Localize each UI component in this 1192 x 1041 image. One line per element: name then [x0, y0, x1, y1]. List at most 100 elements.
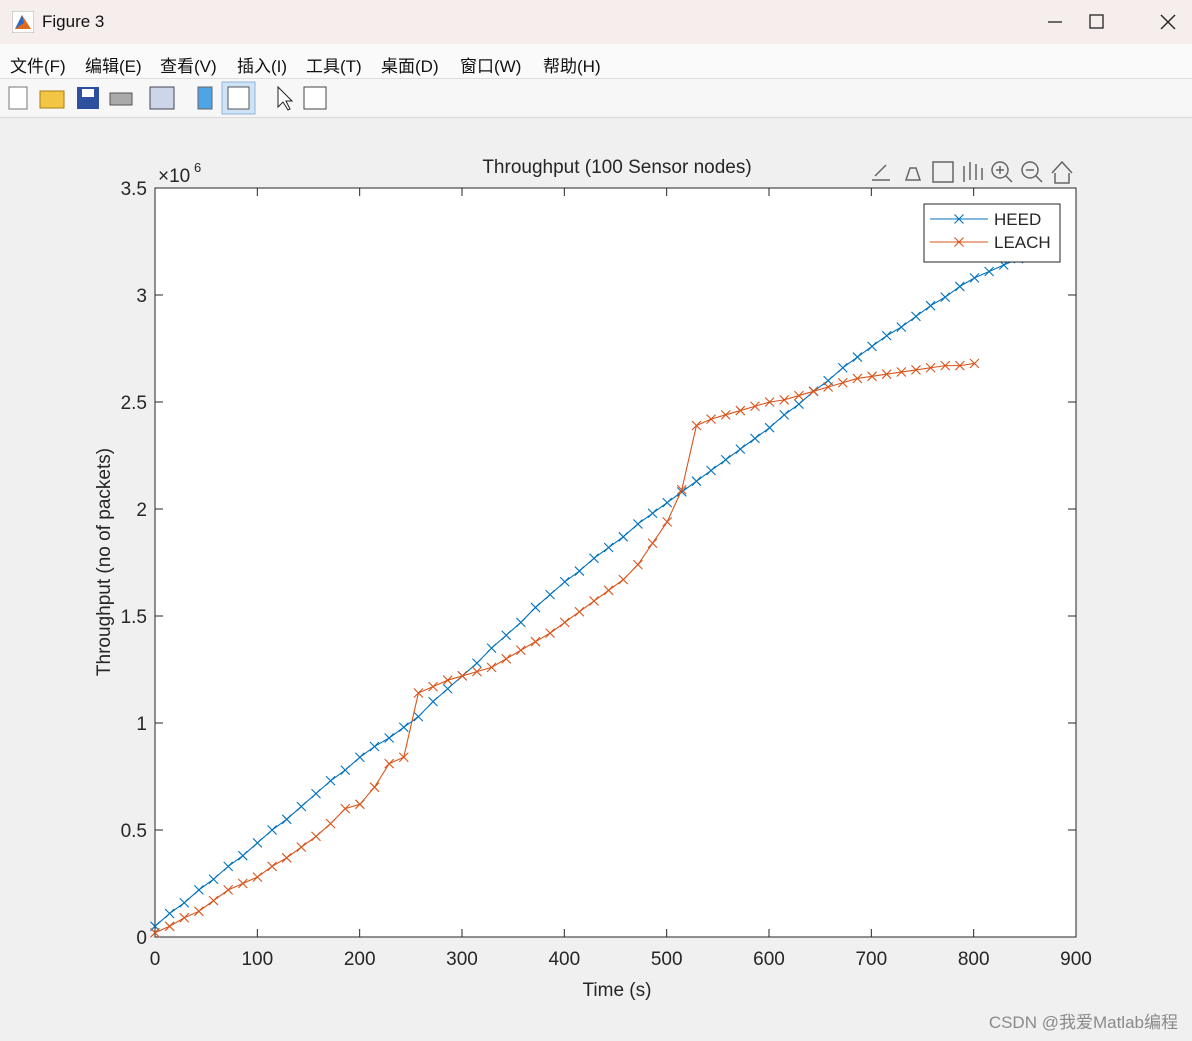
marker [852, 373, 863, 384]
marker [662, 497, 673, 508]
x-tick-label: 800 [958, 949, 990, 970]
y-tick-label: 3 [136, 286, 147, 307]
marker [618, 574, 629, 585]
watermark: CSDN @我爱Matlab编程 [988, 1013, 1178, 1032]
marker [720, 409, 731, 420]
marker [823, 382, 834, 392]
marker [515, 645, 526, 656]
marker [706, 465, 716, 476]
marker [340, 803, 351, 814]
marker [325, 775, 336, 786]
marker [208, 874, 219, 885]
window-controls[interactable] [1012, 0, 1192, 44]
y-tick-label: 0 [136, 928, 147, 949]
menu-item[interactable]: 文件(F) [10, 57, 66, 76]
marker [384, 733, 395, 743]
marker [442, 675, 453, 686]
marker [574, 606, 585, 617]
menu-item[interactable]: 插入(I) [237, 57, 288, 76]
chart-title: Throughput (100 Sensor nodes) [482, 157, 751, 178]
marker [545, 628, 555, 639]
marker [252, 837, 263, 848]
marker [501, 653, 512, 664]
marker [223, 861, 234, 872]
marker [472, 658, 482, 668]
x-tick-label: 600 [753, 949, 785, 970]
y-multiplier-power: 6 [194, 160, 201, 175]
marker [384, 758, 395, 769]
marker [559, 576, 570, 587]
axes-toolbar[interactable] [872, 160, 1073, 184]
marker [706, 414, 716, 425]
marker [867, 371, 877, 382]
x-tick-label: 0 [150, 949, 161, 970]
toolbar [0, 79, 1192, 118]
marker [867, 341, 877, 352]
marker [764, 397, 775, 407]
y-axis-label: Throughput (no of packets) [94, 448, 115, 676]
marker [589, 596, 599, 606]
menu-item[interactable]: 编辑(E) [85, 57, 142, 76]
menu-item[interactable]: 工具(T) [306, 57, 362, 76]
marker [208, 895, 219, 906]
y-tick-label: 1.5 [121, 607, 147, 628]
x-tick-label: 100 [241, 949, 273, 970]
x-tick-label: 400 [548, 949, 580, 970]
marker [545, 589, 555, 600]
marker [223, 885, 234, 895]
x-tick-label: 500 [651, 949, 683, 970]
marker [647, 508, 658, 519]
app-icon [12, 11, 34, 33]
marker [574, 566, 585, 576]
marker [398, 752, 409, 763]
marker [442, 683, 453, 694]
marker [325, 818, 336, 829]
toolbar-icons[interactable] [0, 79, 340, 117]
marker [530, 636, 541, 647]
marker [881, 330, 892, 341]
marker [750, 401, 760, 412]
marker [691, 420, 702, 431]
marker [896, 367, 907, 377]
marker [896, 322, 907, 332]
marker [164, 908, 175, 919]
marker [281, 814, 292, 825]
y-tick-label: 1 [136, 714, 147, 735]
menu-item[interactable]: 查看(V) [160, 57, 217, 76]
x-tick-label: 300 [446, 949, 478, 970]
marker [252, 872, 263, 882]
y-tick-label: 0.5 [121, 821, 147, 842]
menu-item[interactable]: 桌面(D) [381, 57, 439, 76]
marker [779, 394, 790, 405]
marker [691, 476, 702, 487]
marker [911, 365, 921, 375]
marker [852, 352, 863, 362]
marker [237, 878, 248, 889]
legend-marker [954, 237, 964, 247]
x-tick-label: 900 [1060, 949, 1092, 970]
marker [940, 292, 951, 303]
marker [281, 852, 292, 863]
menu-item[interactable]: 窗口(W) [460, 57, 522, 76]
marker [603, 542, 614, 553]
plot-area [154, 187, 1077, 938]
marker [311, 788, 321, 799]
marker [647, 538, 658, 549]
marker [164, 921, 175, 932]
marker [398, 722, 409, 733]
marker [954, 360, 965, 371]
marker [881, 369, 892, 380]
y-tick-label: 2 [136, 500, 147, 521]
x-tick-label: 200 [344, 949, 376, 970]
marker [808, 386, 819, 397]
marker [925, 300, 936, 311]
marker [618, 531, 629, 542]
marker [515, 617, 526, 628]
marker [911, 311, 921, 322]
legend-marker [954, 214, 964, 224]
marker [589, 553, 599, 564]
menu-item[interactable]: 帮助(H) [543, 57, 601, 76]
marker [793, 390, 804, 401]
y-multiplier: ×10 [158, 166, 190, 187]
y-tick-label: 2.5 [121, 393, 147, 414]
